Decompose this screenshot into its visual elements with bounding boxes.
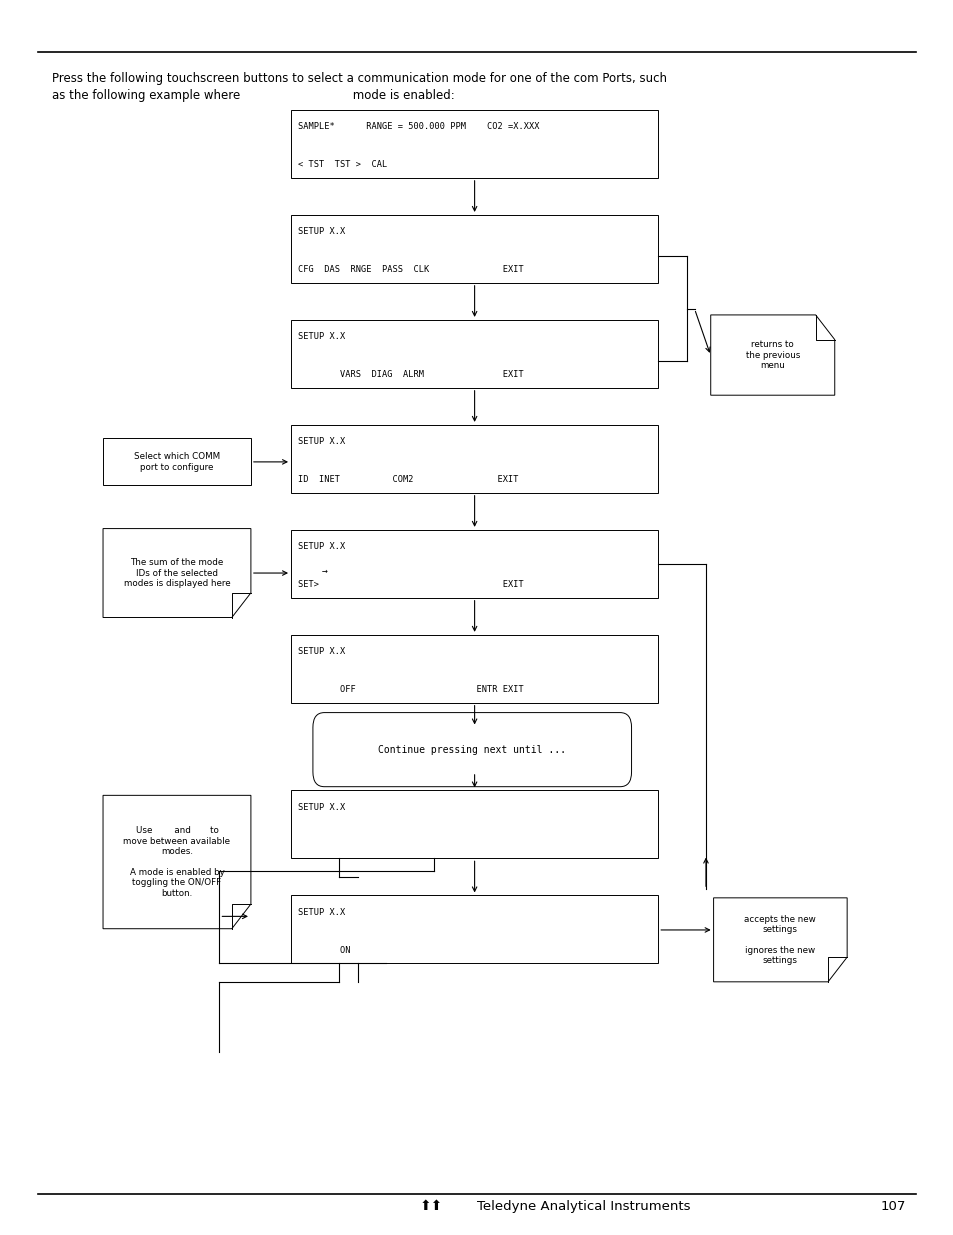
Polygon shape [710, 315, 834, 395]
Bar [291, 895, 658, 963]
Polygon shape [103, 795, 251, 929]
Bar [291, 215, 658, 283]
Bar [291, 790, 658, 858]
Bar [291, 320, 658, 388]
Text: Use        and       to
move between available
modes.

A mode is enabled by
togg: Use and to move between available modes.… [123, 826, 231, 898]
Text: SETUP X.X: SETUP X.X [297, 647, 345, 656]
Text: SETUP X.X: SETUP X.X [297, 908, 345, 916]
Text: accepts the new
settings

ignores the new
settings: accepts the new settings ignores the new… [743, 915, 816, 965]
Text: ⬆⬆: ⬆⬆ [419, 1199, 442, 1213]
Text: Select which COMM
port to configure: Select which COMM port to configure [133, 452, 220, 472]
Bar [291, 635, 658, 703]
Text: SET>                                   EXIT: SET> EXIT [297, 580, 523, 589]
Text: ON: ON [297, 946, 350, 955]
Text: SETUP X.X: SETUP X.X [297, 227, 345, 236]
Text: Press the following touchscreen buttons to select a communication mode for one o: Press the following touchscreen buttons … [52, 72, 667, 85]
Text: Continue pressing next until ...: Continue pressing next until ... [377, 745, 566, 755]
Text: The sum of the mode
IDs of the selected
modes is displayed here: The sum of the mode IDs of the selected … [124, 558, 230, 588]
Text: SETUP X.X: SETUP X.X [297, 803, 345, 811]
Bar [103, 438, 251, 485]
Text: SETUP X.X: SETUP X.X [297, 542, 345, 551]
Text: ID  INET          COM2                EXIT: ID INET COM2 EXIT [297, 475, 517, 484]
Text: SAMPLE*      RANGE = 500.000 PPM    CO2 =X.XXX: SAMPLE* RANGE = 500.000 PPM CO2 =X.XXX [297, 122, 538, 131]
Text: SETUP X.X: SETUP X.X [297, 437, 345, 446]
Polygon shape [103, 529, 251, 618]
Text: returns to
the previous
menu: returns to the previous menu [745, 340, 799, 370]
Text: SETUP X.X: SETUP X.X [297, 332, 345, 341]
Text: →: → [321, 566, 327, 576]
Text: as the following example where                              mode is enabled:: as the following example where mode is e… [52, 89, 455, 103]
Text: OFF                       ENTR EXIT: OFF ENTR EXIT [297, 685, 523, 694]
Bar [291, 530, 658, 598]
FancyBboxPatch shape [313, 713, 631, 787]
Polygon shape [713, 898, 846, 982]
Text: < TST  TST >  CAL: < TST TST > CAL [297, 161, 387, 169]
Text: CFG  DAS  RNGE  PASS  CLK              EXIT: CFG DAS RNGE PASS CLK EXIT [297, 266, 523, 274]
Bar [291, 425, 658, 493]
Text: VARS  DIAG  ALRM               EXIT: VARS DIAG ALRM EXIT [297, 370, 523, 379]
Text: 107: 107 [880, 1199, 905, 1213]
Bar [291, 110, 658, 178]
Text: Teledyne Analytical Instruments: Teledyne Analytical Instruments [476, 1199, 690, 1213]
